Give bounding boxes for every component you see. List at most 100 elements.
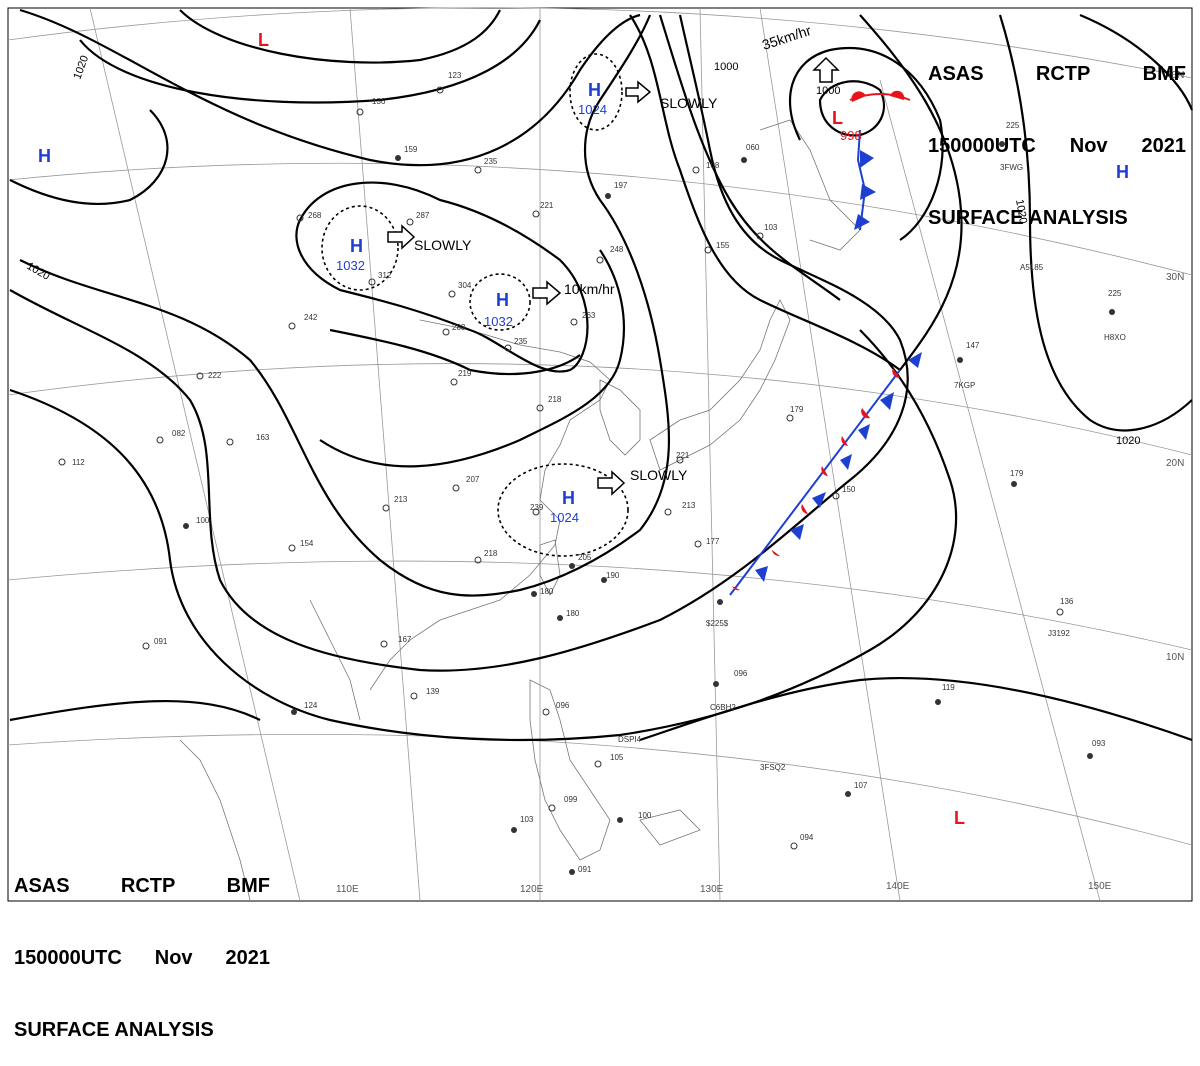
station-marker: 123 xyxy=(436,71,462,94)
high-center-letter: H xyxy=(350,236,363,256)
svg-text:219: 219 xyxy=(458,369,472,378)
graticule-labels: 40N 30N 20N 10N 110E 120E 130E 140E 150E xyxy=(336,70,1184,895)
station-marker: 283 xyxy=(442,323,466,336)
svg-text:$225$: $225$ xyxy=(706,619,729,628)
map-header-bottom-left: ASAS RCTP BMF 150000UTC Nov 2021 SURFACE… xyxy=(14,826,270,1066)
station-marker: 150 xyxy=(832,485,856,500)
ship-callsign: DSPI4 xyxy=(618,735,642,744)
svg-text:147: 147 xyxy=(966,341,980,350)
svg-text:287: 287 xyxy=(416,211,430,220)
station-marker: 136 xyxy=(356,97,386,116)
station-marker: 304 xyxy=(448,281,472,298)
isobar-inner-1024 xyxy=(329,328,581,376)
station-marker: 222 xyxy=(196,371,222,380)
svg-text:119: 119 xyxy=(942,683,955,692)
lon-label-130e: 130E xyxy=(700,884,724,895)
svg-text:242: 242 xyxy=(304,313,318,322)
isobars xyxy=(9,8,1194,742)
svg-text:213: 213 xyxy=(682,501,696,510)
svg-text:103: 103 xyxy=(764,223,778,232)
station-marker: 205 xyxy=(569,553,592,569)
svg-text:177: 177 xyxy=(706,537,720,546)
station-marker: 235 xyxy=(504,337,528,352)
isobar-north-inner xyxy=(179,9,501,64)
svg-text:205: 205 xyxy=(578,553,592,562)
svg-text:159: 159 xyxy=(404,145,418,154)
svg-text:167: 167 xyxy=(398,635,412,644)
ship-callsign: J3192 xyxy=(1048,629,1070,638)
isobar-label: 1020 xyxy=(1116,435,1140,447)
isobar-1020-east xyxy=(998,14,1193,432)
station-marker: 248 xyxy=(596,245,624,264)
map-border xyxy=(7,7,1193,902)
header-year: 2021 xyxy=(225,947,270,969)
station-marker: 100 xyxy=(617,811,652,823)
svg-text:123: 123 xyxy=(448,71,462,80)
isobar-east-wide xyxy=(859,14,963,371)
header-line-2: 150000UTC Nov 2021 xyxy=(928,134,1186,158)
motion-label: SLOWLY xyxy=(630,467,688,483)
motion-label: 35km/hr xyxy=(760,22,813,53)
svg-text:225: 225 xyxy=(1108,289,1122,298)
ship-callsign: 3FWG xyxy=(1000,163,1023,172)
header-code: BMF xyxy=(226,875,270,897)
isobar-label: 1000 xyxy=(714,61,738,73)
lat-label-40n: 40N xyxy=(1166,70,1184,81)
header-time: 150000UTC xyxy=(14,947,122,969)
lon-label-140e: 140E xyxy=(886,881,910,892)
station-marker: 108 xyxy=(692,161,720,174)
svg-text:150: 150 xyxy=(842,485,856,494)
station-marker: 105 xyxy=(594,753,624,768)
high-center-letter: H xyxy=(562,488,575,508)
header-line-3: SURFACE ANALYSIS xyxy=(928,207,1128,229)
station-marker: 213 xyxy=(382,495,408,512)
svg-text:235: 235 xyxy=(514,337,528,346)
isobar-outer-south xyxy=(9,14,909,672)
station-marker: 219 xyxy=(450,369,472,386)
ship-callsign: 3FSQ2 xyxy=(760,763,786,772)
station-marker: 180 xyxy=(531,587,554,597)
svg-text:103: 103 xyxy=(520,815,534,824)
pressure-systems: H 1032 SLOWLY H 1032 10km/hr H 1024 SLOW… xyxy=(38,22,1129,828)
isobar-low-ring xyxy=(818,80,885,137)
station-marker: 218 xyxy=(536,395,562,412)
weather-map: 40N 30N 20N 10N 110E 120E 130E 140E 150E… xyxy=(7,7,1194,902)
station-plots: 123 136 159 235 268 287 197 221 248 304 … xyxy=(58,71,1126,875)
isobar-1020-west xyxy=(19,8,641,167)
svg-text:235: 235 xyxy=(484,157,498,166)
svg-text:218: 218 xyxy=(548,395,562,404)
station-marker: 155 xyxy=(704,241,730,254)
warm-front xyxy=(732,90,911,591)
station-marker: 225 xyxy=(1108,289,1122,315)
header-region: ASAS xyxy=(14,875,70,897)
isobar-far-south xyxy=(9,699,261,722)
header-time: 150000UTC xyxy=(928,135,1036,157)
high-center-value: 1032 xyxy=(336,258,365,273)
svg-text:112: 112 xyxy=(72,458,85,467)
svg-text:248: 248 xyxy=(610,245,624,254)
header-code: BMF xyxy=(1142,63,1186,85)
station-marker: 167 xyxy=(380,635,412,648)
svg-text:096: 096 xyxy=(556,701,570,710)
station-marker: 312 xyxy=(368,271,392,286)
header-line-1: ASAS RCTP BMF xyxy=(14,874,270,898)
low-center-value: 998 xyxy=(840,128,862,143)
high-center-value: 1032 xyxy=(484,314,513,329)
isobar-label: 1020 xyxy=(72,54,92,81)
isobar-east-1 xyxy=(629,14,901,371)
high-center-value: 1024 xyxy=(578,102,607,117)
svg-text:221: 221 xyxy=(676,451,690,460)
svg-text:218: 218 xyxy=(484,549,498,558)
svg-text:213: 213 xyxy=(394,495,408,504)
station-marker: 099 xyxy=(548,795,578,812)
station-marker: 221 xyxy=(532,201,554,218)
high-center-letter: H xyxy=(588,80,601,100)
station-marker: 242 xyxy=(288,313,318,330)
station-marker: 082 xyxy=(156,429,186,444)
svg-text:105: 105 xyxy=(610,753,624,762)
station-marker: 197 xyxy=(605,181,628,199)
lon-label-120e: 120E xyxy=(520,884,544,895)
high-center-letter: H xyxy=(38,146,51,166)
svg-text:283: 283 xyxy=(452,323,466,332)
station-marker: 218 xyxy=(474,549,498,564)
